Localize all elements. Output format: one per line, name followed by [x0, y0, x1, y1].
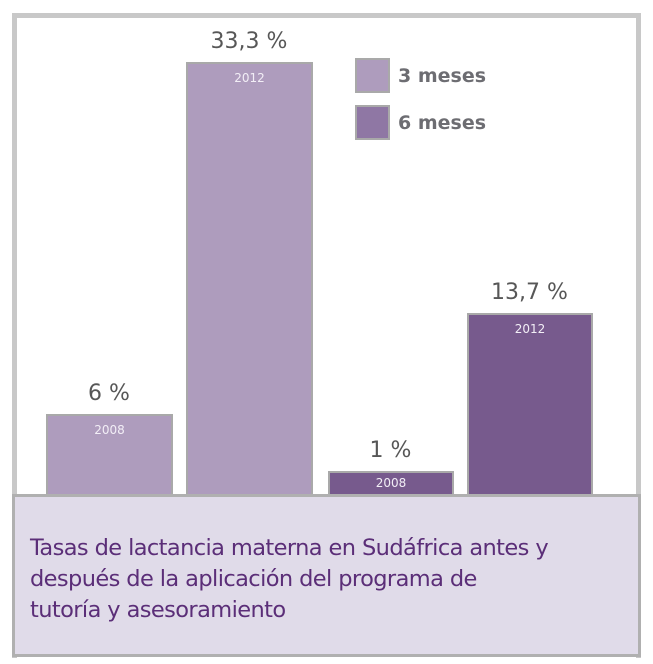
bar-value-label: 1 % — [369, 438, 412, 463]
legend-swatch — [355, 105, 390, 140]
bar-year-label: 2008 — [375, 476, 407, 490]
caption-line: Tasas de lactancia materna en Sudáfrica … — [30, 535, 549, 561]
chart-caption-box: Tasas de lactancia materna en Sudáfrica … — [12, 494, 641, 657]
legend-item-6meses: 6 meses — [355, 105, 486, 140]
legend-item-3meses: 3 meses — [355, 58, 486, 93]
legend-swatch — [355, 58, 390, 93]
bar-year-label: 2012 — [514, 322, 546, 336]
bar-year-label: 2012 — [234, 71, 265, 85]
bar-value-label: 13,7 % — [491, 280, 568, 305]
caption-line: después de la aplicación del programa de — [30, 566, 477, 592]
bar-3meses-2008: 2008 — [46, 414, 173, 494]
bar-year-label: 2008 — [94, 423, 125, 437]
legend-label: 6 meses — [398, 111, 487, 134]
bar-6meses-2012: 2012 — [467, 313, 593, 494]
bar-value-label: 6 % — [88, 381, 130, 406]
bar-6meses-2008: 2008 — [328, 471, 454, 494]
legend-label: 3 meses — [398, 64, 487, 87]
caption-line: tutoría y asesoramiento — [30, 597, 286, 623]
bar-3meses-2012: 2012 — [186, 62, 313, 494]
chart-caption: Tasas de lactancia materna en Sudáfrica … — [30, 533, 628, 626]
bar-value-label: 33,3 % — [210, 29, 288, 54]
